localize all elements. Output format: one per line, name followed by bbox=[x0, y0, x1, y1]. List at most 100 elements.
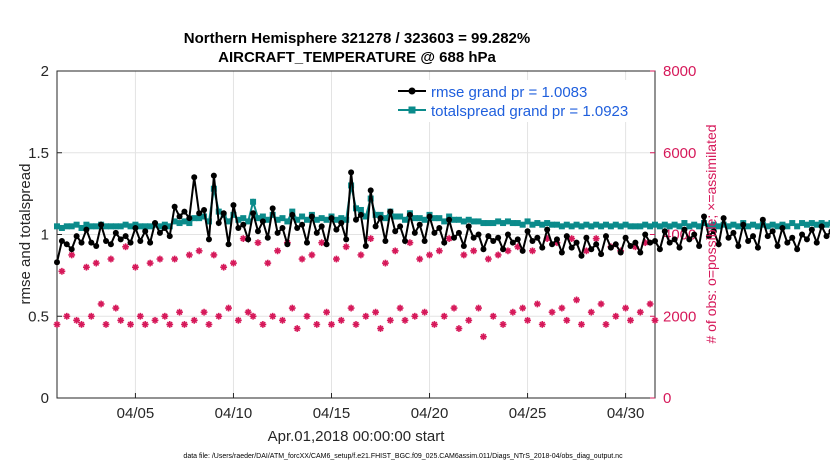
totalspread-point bbox=[475, 218, 482, 225]
obs-point bbox=[190, 316, 198, 324]
right-tick-label: 0 bbox=[663, 390, 671, 407]
rmse-point bbox=[504, 231, 511, 238]
obs-point bbox=[279, 316, 286, 324]
legend: rmse grand pr = 1.0083 totalspread grand… bbox=[392, 80, 648, 122]
rmse-point bbox=[656, 246, 663, 253]
totalspread-point bbox=[803, 221, 810, 228]
obs-point bbox=[470, 247, 478, 255]
obs-point bbox=[92, 259, 100, 267]
rmse-point bbox=[544, 226, 551, 233]
obs-point bbox=[87, 312, 95, 320]
totalspread-point bbox=[411, 215, 418, 222]
totalspread-point bbox=[671, 221, 678, 228]
y-axis-right-label: # of obs: o=possible; ×=assimilated bbox=[703, 124, 719, 343]
totalspread-point bbox=[480, 220, 487, 227]
totalspread-point bbox=[519, 221, 526, 228]
obs-point bbox=[132, 263, 139, 271]
rmse-point bbox=[745, 238, 752, 245]
totalspread-point bbox=[784, 223, 791, 230]
totalspread-point bbox=[710, 221, 717, 228]
obs-point bbox=[117, 316, 125, 324]
totalspread-point bbox=[593, 221, 600, 228]
rmse-point bbox=[446, 216, 453, 223]
totalspread-point bbox=[607, 223, 614, 230]
totalspread-point bbox=[117, 223, 124, 230]
totalspread-point bbox=[269, 211, 276, 218]
obs-point bbox=[342, 243, 350, 251]
obs-point bbox=[68, 251, 76, 259]
totalspread-point bbox=[254, 215, 261, 222]
rmse-point bbox=[318, 223, 325, 230]
rmse-point bbox=[220, 210, 227, 217]
obs-point bbox=[230, 259, 237, 267]
totalspread-point bbox=[416, 215, 423, 222]
rmse-point bbox=[161, 224, 168, 231]
totalspread-point bbox=[343, 216, 350, 223]
obs-point bbox=[215, 312, 223, 320]
totalspread-point bbox=[240, 215, 247, 222]
obs-point bbox=[313, 321, 321, 328]
totalspread-point bbox=[455, 216, 462, 223]
totalspread-point bbox=[436, 215, 443, 222]
obs-point bbox=[337, 316, 345, 324]
obs-point bbox=[494, 251, 502, 259]
right-tick-label: 8000 bbox=[663, 63, 696, 80]
rmse-point bbox=[794, 246, 801, 253]
obs-point bbox=[141, 321, 149, 328]
legend-spread-marker bbox=[408, 106, 416, 114]
totalspread-point bbox=[279, 215, 286, 222]
rmse-point bbox=[313, 229, 320, 236]
totalspread-point bbox=[495, 218, 502, 225]
totalspread-point bbox=[558, 223, 565, 230]
totalspread-point bbox=[357, 206, 364, 213]
totalspread-point bbox=[274, 216, 281, 223]
obs-point bbox=[200, 308, 208, 316]
rmse-point bbox=[676, 244, 683, 251]
obs-point bbox=[58, 267, 66, 275]
rmse-point bbox=[568, 244, 575, 251]
totalspread-point bbox=[382, 215, 389, 222]
totalspread-point bbox=[103, 223, 110, 230]
totalspread-point bbox=[68, 223, 75, 230]
totalspread-point bbox=[225, 218, 232, 225]
totalspread-point bbox=[583, 221, 590, 228]
obs-point bbox=[465, 316, 473, 324]
rmse-point bbox=[343, 236, 350, 243]
obs-point bbox=[136, 312, 144, 320]
rmse-point bbox=[122, 233, 129, 240]
totalspread-point bbox=[294, 216, 301, 223]
totalspread-point bbox=[485, 220, 492, 227]
obs-point bbox=[249, 312, 257, 320]
obs-point bbox=[651, 316, 659, 324]
rmse-point bbox=[529, 238, 536, 245]
totalspread-point bbox=[58, 224, 65, 231]
rmse-point bbox=[661, 228, 668, 235]
rmse-point bbox=[186, 215, 193, 222]
totalspread-point bbox=[637, 223, 644, 230]
totalspread-point bbox=[588, 223, 595, 230]
totalspread-point bbox=[259, 213, 266, 220]
totalspread-point bbox=[289, 208, 296, 215]
rmse-point bbox=[451, 234, 458, 241]
obs-count-series bbox=[53, 235, 659, 341]
totalspread-point bbox=[725, 223, 732, 230]
rmse-point bbox=[225, 241, 232, 248]
obs-point bbox=[499, 321, 507, 328]
totalspread-point bbox=[156, 223, 163, 230]
totalspread-point bbox=[553, 221, 560, 228]
legend-rmse-marker bbox=[408, 87, 416, 95]
totalspread-point bbox=[539, 221, 546, 228]
rmse-point bbox=[431, 229, 438, 236]
x-tick-label: 04/15 bbox=[313, 405, 351, 422]
obs-point bbox=[146, 259, 154, 267]
x-axis-label: Apr.01,2018 00:00:00 start bbox=[268, 428, 446, 445]
totalspread-point bbox=[701, 220, 708, 227]
rmse-point bbox=[759, 216, 766, 223]
obs-point bbox=[220, 263, 228, 271]
obs-point bbox=[519, 304, 527, 312]
totalspread-point bbox=[446, 213, 453, 220]
obs-point bbox=[352, 321, 360, 328]
rmse-point bbox=[735, 242, 742, 249]
obs-point bbox=[127, 321, 134, 328]
obs-point bbox=[185, 251, 193, 259]
